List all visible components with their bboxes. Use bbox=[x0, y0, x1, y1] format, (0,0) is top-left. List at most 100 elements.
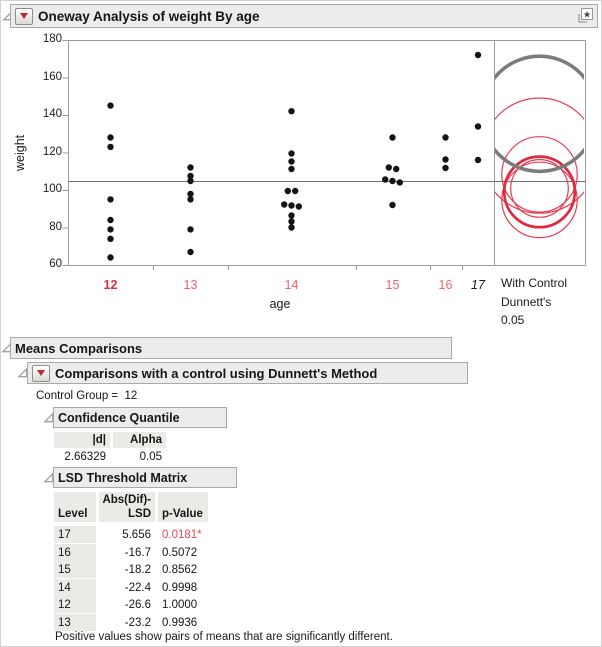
data-point[interactable] bbox=[107, 216, 114, 224]
p-value-cell: 1.0000 bbox=[162, 599, 198, 611]
oneway-header-bar[interactable]: Oneway Analysis of weight By age ★ bbox=[10, 4, 598, 28]
data-point[interactable] bbox=[107, 254, 114, 261]
x-category-label-14[interactable]: 14 bbox=[284, 278, 299, 292]
data-point[interactable] bbox=[474, 156, 482, 164]
data-point[interactable] bbox=[292, 187, 299, 195]
data-point[interactable] bbox=[107, 102, 114, 109]
comparison-circle[interactable] bbox=[510, 158, 569, 218]
data-point[interactable] bbox=[288, 224, 295, 231]
y-tick-label: 160 bbox=[42, 70, 62, 83]
data-point[interactable] bbox=[107, 143, 114, 151]
y-tick-label: 100 bbox=[42, 183, 62, 195]
bookmark-star-icon[interactable]: ★ bbox=[576, 7, 594, 25]
column-header-abs-dif-lsd: Abs(Dif)- LSD bbox=[99, 492, 155, 522]
comparison-circle[interactable] bbox=[502, 155, 577, 229]
disclosure-triangle-confidence-quantile[interactable] bbox=[43, 412, 54, 423]
abs-dif-lsd-cell: 5.656 bbox=[122, 529, 151, 541]
data-point[interactable] bbox=[295, 203, 302, 210]
x-category-label-13[interactable]: 13 bbox=[183, 278, 198, 292]
data-point[interactable] bbox=[187, 248, 194, 256]
y-tick-label: 80 bbox=[49, 220, 62, 233]
confidence-quantile-header-row: |d| Alpha bbox=[54, 432, 166, 448]
level-cell: 16 bbox=[54, 543, 96, 561]
data-point[interactable] bbox=[107, 226, 114, 233]
data-point[interactable] bbox=[187, 177, 194, 185]
data-point[interactable] bbox=[442, 134, 449, 141]
y-tick-label: 120 bbox=[42, 145, 62, 158]
data-point[interactable] bbox=[187, 190, 194, 198]
means-comparisons-header-bar[interactable]: Means Comparisons bbox=[10, 337, 452, 359]
lsd-matrix-row: 12 -26.6 1.0000 bbox=[54, 596, 208, 613]
confidence-quantile-header-bar[interactable]: Confidence Quantile bbox=[53, 407, 227, 428]
y-tick-label: 140 bbox=[42, 108, 62, 120]
y-axis-title: weight bbox=[13, 134, 27, 171]
abs-dif-lsd-cell: -22.4 bbox=[124, 581, 151, 594]
x-category-label-17[interactable]: 17 bbox=[471, 278, 485, 292]
comparison-circle[interactable] bbox=[482, 54, 597, 174]
confidence-quantile-value-row: 2.66329 0.05 bbox=[54, 449, 166, 465]
data-point[interactable] bbox=[288, 158, 295, 165]
data-point[interactable] bbox=[442, 164, 449, 172]
confidence-quantile-title: Confidence Quantile bbox=[58, 410, 180, 425]
red-triangle-icon bbox=[20, 13, 28, 19]
abs-dif-lsd-cell: -23.2 bbox=[124, 616, 151, 629]
data-point[interactable] bbox=[389, 201, 396, 209]
lsd-matrix-footnote: Positive values show pairs of means that… bbox=[55, 631, 393, 643]
x-category-label-16[interactable]: 16 bbox=[438, 278, 453, 292]
x-category-label-15[interactable]: 15 bbox=[385, 278, 400, 292]
oneway-scatter-plot[interactable] bbox=[0, 0, 602, 300]
data-point[interactable] bbox=[288, 218, 295, 225]
red-triangle-menu-button[interactable] bbox=[15, 7, 33, 25]
data-point[interactable] bbox=[107, 196, 114, 203]
alpha-value: 0.05 bbox=[139, 451, 162, 463]
comparison-circle[interactable] bbox=[501, 161, 578, 239]
data-point[interactable] bbox=[393, 165, 400, 173]
p-value-cell: 0.0181* bbox=[162, 529, 202, 541]
data-point[interactable] bbox=[389, 134, 396, 141]
circles-caption-line1: With Control bbox=[501, 276, 568, 290]
data-point[interactable] bbox=[442, 156, 449, 163]
comparison-circle[interactable] bbox=[501, 136, 578, 213]
data-point[interactable] bbox=[288, 150, 295, 157]
level-cell: 14 bbox=[54, 578, 96, 596]
data-point[interactable] bbox=[474, 51, 482, 59]
dunnett-red-triangle-menu-button[interactable] bbox=[32, 364, 50, 382]
disclosure-triangle-lsd-matrix[interactable] bbox=[43, 472, 54, 483]
lsd-label: LSD bbox=[128, 508, 151, 520]
p-value-cell: 0.9998 bbox=[162, 581, 198, 594]
lsd-matrix-column-headers: Level Abs(Dif)- LSD p-Value bbox=[54, 492, 208, 522]
data-point[interactable] bbox=[389, 177, 396, 185]
lsd-matrix-row: 17 5.656 0.0181* bbox=[54, 526, 208, 543]
data-point[interactable] bbox=[385, 164, 392, 171]
p-value-cell: 0.9936 bbox=[162, 616, 198, 629]
data-point[interactable] bbox=[187, 226, 194, 233]
abs-dif-lsd-cell: -26.6 bbox=[124, 599, 151, 611]
data-point[interactable] bbox=[288, 212, 295, 219]
lsd-matrix-row: 14 -22.4 0.9998 bbox=[54, 578, 208, 596]
data-point[interactable] bbox=[107, 235, 114, 242]
column-header-level: Level bbox=[54, 492, 96, 522]
level-cell: 15 bbox=[54, 561, 96, 578]
data-point[interactable] bbox=[474, 123, 482, 130]
data-point[interactable] bbox=[107, 134, 114, 141]
data-point[interactable] bbox=[396, 179, 403, 186]
disclosure-triangle-dunnett[interactable] bbox=[17, 367, 28, 378]
data-point[interactable] bbox=[288, 165, 295, 173]
data-point[interactable] bbox=[288, 108, 295, 115]
comparison-circle[interactable] bbox=[482, 97, 597, 214]
data-point[interactable] bbox=[187, 164, 194, 171]
lsd-matrix-header-bar[interactable]: LSD Threshold Matrix bbox=[53, 467, 237, 488]
column-header-d: |d| bbox=[54, 432, 110, 448]
data-point[interactable] bbox=[284, 187, 291, 195]
p-value-cell: 0.8562 bbox=[162, 564, 198, 576]
data-point[interactable] bbox=[187, 196, 194, 203]
data-point[interactable] bbox=[281, 201, 288, 208]
data-point[interactable] bbox=[382, 176, 389, 183]
y-tick-label: 60 bbox=[49, 258, 62, 270]
data-point[interactable] bbox=[187, 172, 194, 180]
x-category-label-12[interactable]: 12 bbox=[103, 278, 118, 292]
abs-dif-lsd-cell: -18.2 bbox=[124, 564, 151, 576]
dunnett-header-bar[interactable]: Comparisons with a control using Dunnett… bbox=[27, 362, 468, 384]
data-point[interactable] bbox=[288, 202, 295, 209]
lsd-matrix-row: 15 -18.2 0.8562 bbox=[54, 561, 208, 578]
